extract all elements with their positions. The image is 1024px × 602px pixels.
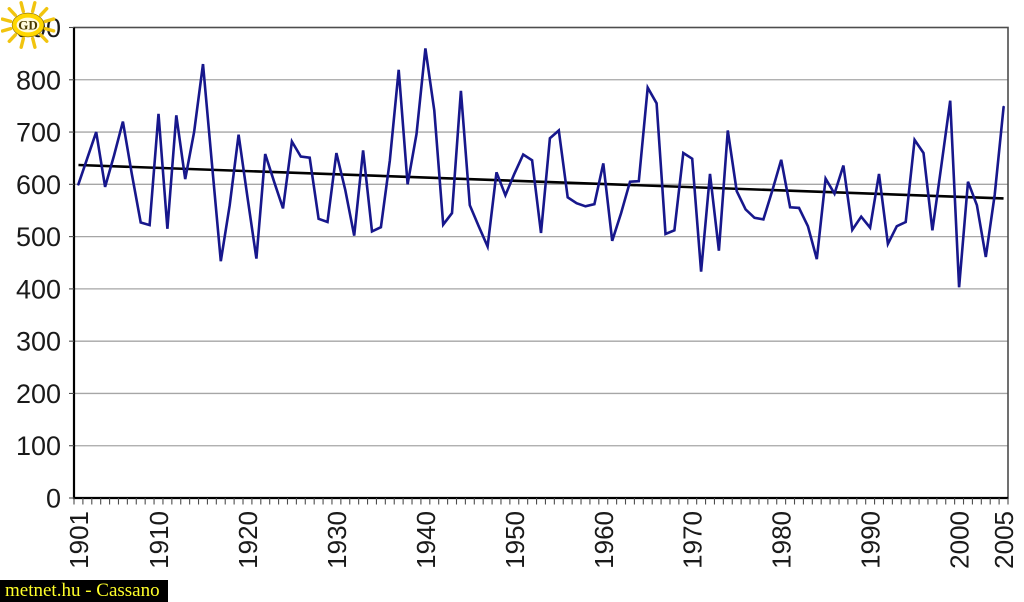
watermark-text: metnet.hu - Cassano xyxy=(5,580,160,601)
x-axis-label: 1901 xyxy=(64,511,94,569)
sun-ray xyxy=(39,33,49,43)
sun-ring xyxy=(12,13,44,37)
x-axis-label: 1970 xyxy=(678,511,708,569)
x-axis-label: 1960 xyxy=(589,511,619,569)
y-axis-label: 700 xyxy=(16,118,61,148)
y-tick-marks xyxy=(69,26,74,499)
data-series-line xyxy=(77,48,1005,288)
x-axis-label: 1940 xyxy=(411,511,441,569)
sun-ray xyxy=(0,17,13,24)
x-axis-label: 1920 xyxy=(233,511,263,569)
x-axis-label: 2005 xyxy=(989,511,1019,569)
sun-logo-letters: GD xyxy=(18,18,38,33)
sun-ray xyxy=(30,1,37,14)
x-axis-label: 1950 xyxy=(500,511,530,569)
sun-ray xyxy=(39,7,49,17)
sun-ray xyxy=(19,36,26,49)
y-axis-label: 100 xyxy=(16,431,61,461)
sun-ray xyxy=(7,33,17,43)
sun-ray xyxy=(43,17,56,24)
sun-ray xyxy=(19,1,26,14)
sun-ray xyxy=(7,7,17,17)
x-axis-label: 1930 xyxy=(322,511,352,569)
x-tick-marks xyxy=(73,498,1009,505)
y-axis-label: 500 xyxy=(16,222,61,252)
x-axis-labels: 1901 1910 1920 1930 1940 1950 1960 1970 1980 1990… xyxy=(64,511,1019,569)
sun-ray xyxy=(30,36,37,49)
y-axis-label: 800 xyxy=(16,65,61,95)
y-axis-label: 600 xyxy=(16,170,61,200)
trend-line xyxy=(78,163,1004,200)
y-axis-label: 0 xyxy=(46,484,61,514)
y-axis-labels: 0100200300400500600700800900 xyxy=(16,13,61,514)
axes xyxy=(72,27,1008,500)
y-axis-label: 300 xyxy=(16,327,61,357)
plot-frame xyxy=(73,26,1009,499)
sun-ray xyxy=(0,26,13,33)
y-axis-label: 400 xyxy=(16,274,61,304)
watermark: metnet.hu - Cassano xyxy=(0,580,168,602)
sun-logo-icon: GD xyxy=(0,0,57,54)
y-axis-label: 200 xyxy=(16,379,61,409)
x-axis-label: 2000 xyxy=(945,511,975,569)
gridlines xyxy=(74,79,1008,447)
x-axis-label: 1910 xyxy=(144,511,174,569)
x-axis-label: 1990 xyxy=(856,511,886,569)
sun-ray xyxy=(43,26,56,33)
x-axis-label: 1980 xyxy=(767,511,797,569)
